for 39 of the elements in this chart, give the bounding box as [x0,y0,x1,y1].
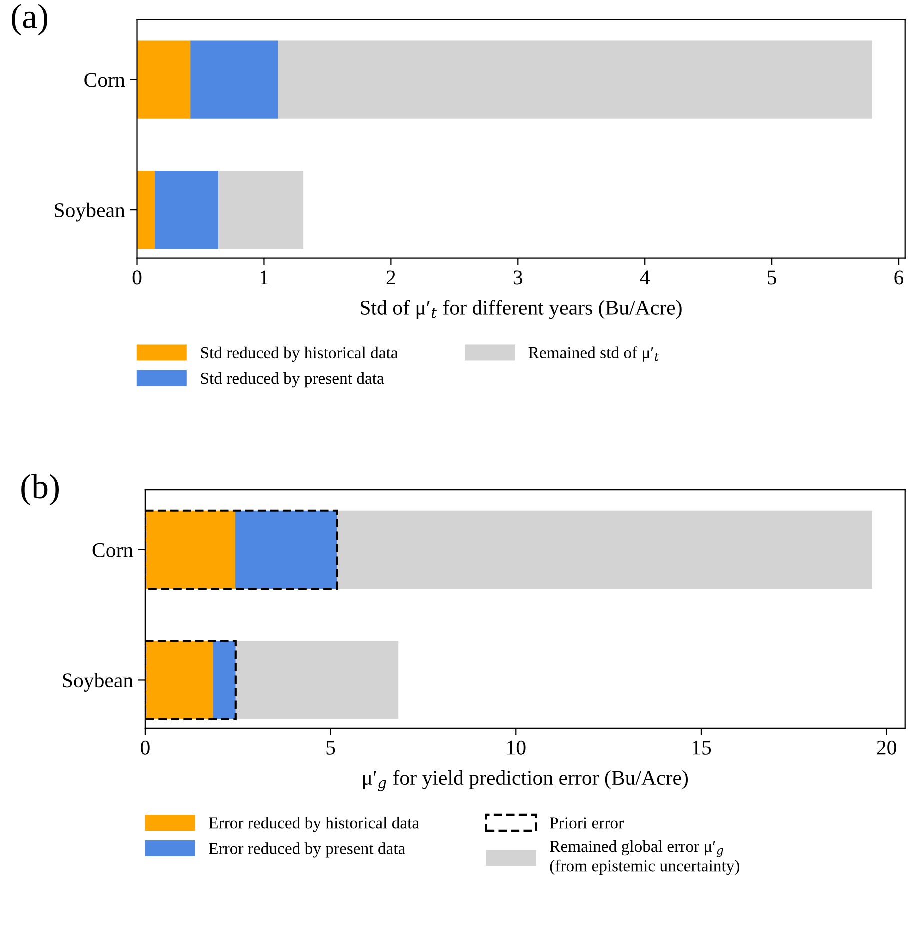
x-tick-label: 0 [132,270,142,285]
legend-label: Priori error [550,818,624,829]
y-tick-label: Soybean [55,202,126,222]
legend-label: Remained std of μ′$_{t}$ [528,346,660,362]
x-tick-label: 5 [326,741,336,755]
legend-label: Remained global error μ′$_{g}$ (from epistemic uncertainty) [550,840,740,876]
bar [218,170,304,250]
bar [236,641,399,720]
x-tick-label: 15 [692,740,712,755]
chart-title: (a) [12,4,48,36]
x-tick-label: 1 [260,270,268,285]
bar [137,170,156,250]
x-tick-label: 10 [508,740,526,755]
bar [236,510,338,590]
bar [278,40,872,119]
x-tick-label: 2 [386,270,396,285]
x-tick-label: 6 [894,270,904,285]
legend-label: Error reduced by historical data [209,817,420,832]
bar [337,510,872,590]
x-axis-title: Std of μ′$_{t}$ for different years (Bu/Acre) [361,300,682,320]
bar [137,40,191,119]
legend-label: Std reduced by historical data [201,346,398,362]
bar [213,641,236,720]
bar [190,40,278,119]
x-axis-title: μ′$_{g}$ for yield prediction error (Bu/Acre) [363,770,688,792]
x-tick-label: 4 [640,270,650,285]
legend-label: Error reduced by present data [209,842,406,858]
x-tick-label: 20 [877,740,896,755]
bar [155,170,219,250]
bar [145,641,214,720]
bar [145,510,236,590]
x-tick-label: 5 [768,270,776,285]
chart-title: (b) [22,474,60,506]
x-tick-label: 0 [141,740,150,755]
y-tick-label: Soybean [63,672,134,692]
legend-label: Std reduced by present data [201,372,384,388]
x-tick-label: 3 [514,270,523,285]
y-tick-label: Corn [84,73,126,88]
y-tick-label: Corn [92,543,134,558]
